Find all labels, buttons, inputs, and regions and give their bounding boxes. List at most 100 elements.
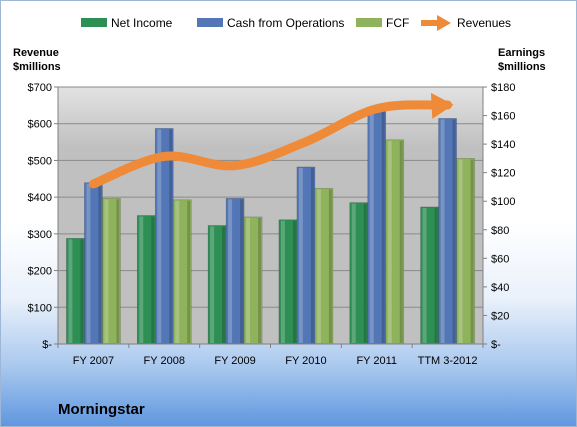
right-tick-label: $100 [491, 196, 515, 208]
bar-group [207, 225, 227, 345]
right-axis-ticks: $- $20 $40 $60 $80 $100 $120 $140 $160 $180 [483, 82, 515, 351]
left-tick-label: $200 [28, 266, 52, 278]
bar-group [278, 219, 298, 345]
left-axis-ticks: $- $100 $200 $300 $400 $500 $600 $700 [28, 82, 58, 351]
bar-group [102, 198, 121, 345]
bar-shade [116, 199, 120, 343]
bar-shade [434, 207, 438, 343]
left-tick-label: $500 [28, 155, 52, 167]
revenues-series [88, 92, 454, 189]
left-tick-label: $300 [28, 229, 52, 241]
x-tick-label: FY 2008 [144, 355, 185, 367]
bar-shade [187, 200, 191, 343]
bar-group [296, 166, 316, 345]
bar-highlight [68, 239, 73, 343]
bar-highlight [104, 199, 109, 343]
bar-highlight [246, 217, 251, 343]
bar-highlight [369, 107, 374, 343]
right-tick-label: $- [491, 339, 501, 351]
bar-shade [310, 167, 314, 343]
bar-highlight [316, 189, 321, 343]
x-tick-label: FY 2011 [356, 355, 397, 367]
right-tick-label: $80 [491, 225, 509, 237]
bar-group [385, 139, 405, 345]
legend-swatch-cash-from-operations [197, 18, 223, 27]
bar-highlight [228, 199, 233, 343]
bar-shade [363, 203, 367, 343]
bar-shade [240, 199, 244, 343]
right-tick-label: $60 [491, 253, 509, 265]
revenues-line [88, 100, 453, 189]
bar-highlight [298, 167, 303, 343]
left-tick-label: $700 [28, 82, 52, 94]
bar-shade [381, 107, 385, 343]
bar-shade [98, 183, 102, 343]
bar-shade [399, 140, 403, 343]
chart-legend: Net Income Cash from Operations FCF Reve… [81, 15, 511, 31]
bar-group [367, 106, 387, 345]
bar-highlight [210, 226, 215, 343]
left-axis-title-line2: $millions [13, 61, 61, 73]
bar-highlight [139, 216, 144, 343]
bar-highlight [387, 140, 392, 343]
bar-shade [151, 216, 155, 343]
bar-highlight [351, 203, 356, 343]
bar-shade [80, 239, 84, 343]
bar-shade [328, 189, 332, 343]
x-tick-label: FY 2007 [73, 355, 114, 367]
left-tick-label: $600 [28, 119, 52, 131]
legend-label-cash-from-operations: Cash from Operations [227, 16, 344, 30]
bar-group [84, 182, 103, 345]
bar-group [438, 118, 457, 345]
bar-group [420, 206, 439, 345]
bar-group [136, 215, 156, 345]
bar-shade [222, 226, 226, 343]
legend-swatch-revenues [421, 15, 451, 31]
bar-group [456, 158, 475, 345]
right-tick-label: $160 [491, 111, 515, 123]
legend-swatch-net-income [81, 18, 107, 27]
x-tick-label: FY 2009 [214, 355, 255, 367]
bar-group [172, 199, 192, 345]
right-tick-label: $40 [491, 282, 509, 294]
right-axis-title-line1: Earnings [498, 47, 545, 59]
bar-highlight [86, 183, 91, 343]
bar-shade [258, 217, 262, 343]
right-tick-label: $180 [491, 82, 515, 94]
x-tick-label: FY 2010 [285, 355, 326, 367]
bar-shade [470, 159, 474, 343]
company-name: Morningstar [58, 401, 145, 418]
bar-group [349, 202, 369, 345]
legend-swatch-fcf [356, 18, 382, 27]
bar-shade [169, 129, 173, 343]
bar-group [225, 198, 245, 345]
bar-highlight [175, 200, 180, 343]
right-axis-title-line2: $millions [498, 61, 546, 73]
x-axis-ticks: FY 2007 FY 2008 FY 2009 FY 2010 FY 2011 TTM 3… [57, 344, 484, 367]
plot-area-sheen [58, 87, 483, 147]
bar-highlight [458, 159, 463, 343]
legend-label-fcf: FCF [386, 16, 409, 30]
legend-label-revenues: Revenues [457, 16, 511, 30]
legend-label-net-income: Net Income [111, 16, 173, 30]
right-tick-label: $20 [491, 310, 509, 322]
left-tick-label: $100 [28, 302, 52, 314]
bar-highlight [280, 220, 285, 343]
bar-highlight [440, 119, 445, 344]
bar-shade [292, 220, 296, 343]
right-tick-label: $120 [491, 168, 515, 180]
bar-highlight [157, 129, 162, 343]
bar-shade [452, 119, 456, 344]
bar-highlight [422, 207, 427, 343]
bar-group [243, 216, 263, 345]
x-tick-label: TTM 3-2012 [418, 355, 478, 367]
left-tick-label: $400 [28, 192, 52, 204]
bars [66, 106, 475, 345]
left-axis-title-line1: Revenue [13, 47, 59, 59]
right-tick-label: $140 [491, 139, 515, 151]
left-tick-label: $- [42, 339, 52, 351]
bar-group [66, 238, 85, 345]
revenues-arrowhead [430, 92, 454, 119]
